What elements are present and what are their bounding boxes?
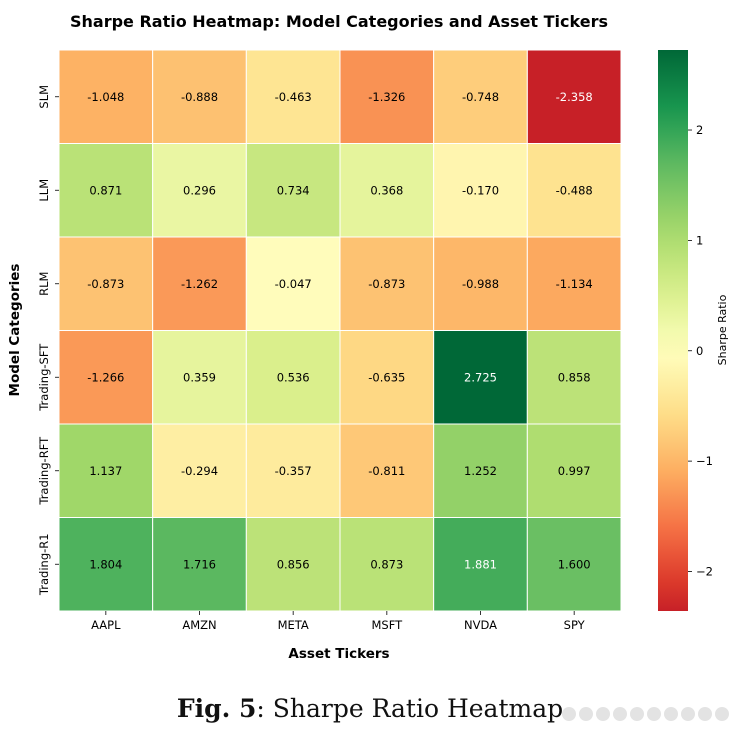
cell-value-label: -0.988	[462, 277, 499, 291]
cell-value-label: 0.997	[558, 464, 591, 478]
cell-value-label: -0.170	[462, 183, 499, 197]
x-tick-label: MSFT	[371, 618, 403, 632]
heatmap-cell	[58, 236, 154, 331]
x-tick-label: AMZN	[182, 618, 216, 632]
cell-value-label: 0.871	[89, 183, 122, 197]
x-tick-label: NVDA	[464, 618, 497, 632]
cell-value-label: -0.463	[275, 90, 312, 104]
cell-value-label: -0.811	[368, 464, 405, 478]
colorbar-label: Sharpe Ratio	[716, 294, 729, 365]
chart-title: Sharpe Ratio Heatmap: Model Categories a…	[70, 12, 608, 31]
cell-value-label: -0.635	[368, 370, 405, 384]
y-tick-label: SLM	[37, 85, 51, 109]
x-axis-label: Asset Tickers	[288, 646, 389, 662]
cell-value-label: 1.881	[464, 557, 497, 571]
heatmap-cell	[339, 143, 435, 238]
y-tick-label: LLM	[37, 179, 51, 202]
figure-caption-text: : Sharpe Ratio Heatmap	[256, 694, 564, 723]
cell-value-label: -0.357	[275, 464, 312, 478]
heatmap-cell	[526, 517, 622, 612]
heatmap-cell	[58, 330, 154, 425]
cell-value-label: 0.858	[558, 370, 591, 384]
cell-value-label: -0.748	[462, 90, 499, 104]
heatmap-cell	[433, 517, 528, 612]
cell-value-label: 1.252	[464, 464, 497, 478]
x-tick-label: AAPL	[91, 618, 121, 632]
colorbar	[658, 50, 688, 611]
heatmap-cell	[58, 49, 154, 144]
cell-value-label: 0.536	[277, 370, 310, 384]
heatmap-cell	[152, 49, 247, 144]
cell-value-label: -0.047	[275, 277, 312, 291]
colorbar-ticks: 2 1 0 −1 −2	[688, 123, 713, 578]
x-tick-labels: AAPL AMZN META MSFT NVDA SPY	[91, 611, 586, 632]
colorbar-tick-label: 1	[696, 233, 703, 247]
cell-value-label: 2.725	[464, 370, 497, 384]
heatmap-cell	[433, 236, 528, 331]
cell-value-label: 1.600	[558, 557, 591, 571]
y-tick-label: Trading-SFT	[37, 343, 51, 412]
cell-value-label: 0.873	[370, 557, 403, 571]
colorbar-tick-label: −2	[696, 564, 713, 578]
cell-value-label: 0.856	[277, 557, 310, 571]
heatmap-cell	[433, 49, 528, 144]
cell-value-label: -0.294	[181, 464, 218, 478]
cell-value-label: 0.359	[183, 370, 216, 384]
watermark-logo	[562, 703, 732, 725]
figure-caption: Fig. 5: Sharpe Ratio Heatmap	[0, 694, 740, 723]
heatmap-cell	[339, 236, 435, 331]
colorbar-tick-label: 0	[696, 344, 703, 358]
heatmap-cell	[433, 423, 528, 518]
heatmap-cells: -1.048 -0.888 -0.463 -1.326 -0.748 -2.358 0.87…	[58, 49, 622, 612]
cell-value-label: -0.873	[87, 277, 124, 291]
cell-value-label: 1.137	[89, 464, 122, 478]
sharpe-heatmap-chart: Sharpe Ratio Heatmap: Model Categories a…	[7, 12, 729, 662]
heatmap-cell	[526, 236, 622, 331]
cell-value-label: 0.734	[277, 183, 310, 197]
heatmap-cell	[58, 423, 154, 518]
heatmap-cell	[152, 236, 247, 331]
heatmap-cell	[245, 330, 341, 425]
cell-value-label: 1.804	[89, 557, 122, 571]
cell-value-label: -1.048	[87, 90, 124, 104]
heatmap-cell	[245, 49, 341, 144]
x-tick-label: SPY	[564, 618, 586, 632]
heatmap-cell	[526, 143, 622, 238]
heatmap-cell	[58, 517, 154, 612]
cell-value-label: -2.358	[556, 90, 593, 104]
cell-value-label: -1.262	[181, 277, 218, 291]
cell-value-label: -1.266	[87, 370, 124, 384]
heatmap-cell	[245, 236, 341, 331]
colorbar-tick-label: −1	[696, 454, 713, 468]
heatmap-cell	[433, 330, 528, 425]
heatmap-cell	[245, 423, 341, 518]
cell-value-label: -1.134	[556, 277, 593, 291]
cell-value-label: -0.888	[181, 90, 218, 104]
y-tick-label: Trading-RFT	[37, 436, 51, 506]
figure-caption-number: Fig. 5	[176, 694, 257, 723]
y-tick-label: RLM	[37, 272, 51, 296]
y-tick-labels: SLM LLM RLM Trading-SFT Trading-RFT Trading-R…	[37, 85, 59, 596]
cell-value-label: 1.716	[183, 557, 216, 571]
heatmap-cell	[339, 49, 435, 144]
y-tick-label: Trading-R1	[37, 533, 51, 596]
cell-value-label: 0.368	[370, 183, 403, 197]
cell-value-label: -0.873	[368, 277, 405, 291]
heatmap-cell	[526, 330, 622, 425]
heatmap-cell	[526, 49, 622, 144]
y-axis-label: Model Categories	[7, 264, 23, 397]
cell-value-label: 0.296	[183, 183, 216, 197]
x-tick-label: META	[278, 618, 309, 632]
cell-value-label: -0.488	[556, 183, 593, 197]
heatmap-cell	[526, 423, 622, 518]
heatmap-cell	[152, 330, 247, 425]
heatmap-cell	[339, 423, 435, 518]
heatmap-cell	[339, 330, 435, 425]
cell-value-label: -1.326	[368, 90, 405, 104]
heatmap-cell	[152, 143, 247, 238]
colorbar-tick-label: 2	[696, 123, 703, 137]
